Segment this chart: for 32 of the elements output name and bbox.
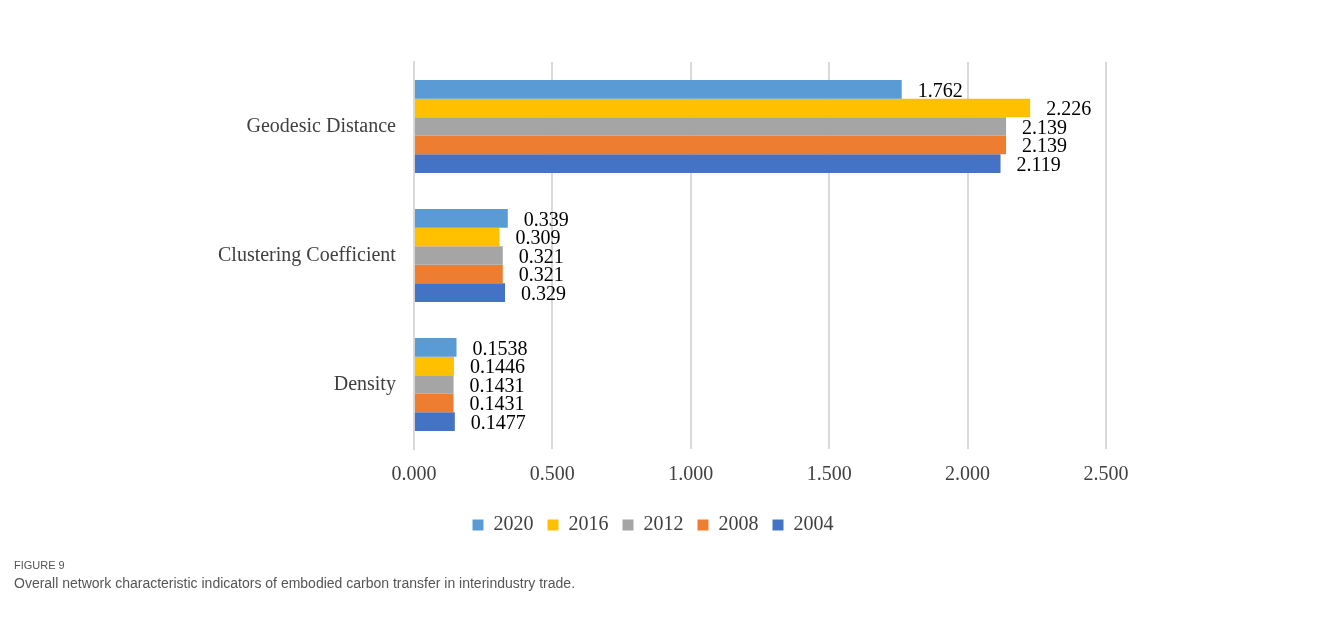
- bar: [414, 375, 454, 394]
- bar: [414, 209, 508, 228]
- text: Overall network characteristic indicators of embodied carbon transfer in interindustry trade.: [14, 575, 577, 591]
- legend-label: 2020: [493, 512, 534, 535]
- bar: [414, 80, 902, 99]
- legend-label: 2016: [568, 512, 609, 535]
- bar: [414, 283, 506, 302]
- bar: [414, 338, 457, 357]
- y-tick-label: Geodesic Distance: [246, 113, 397, 136]
- x-tick-label: 1.500: [806, 462, 852, 485]
- y-tick-label: Clustering Coefficient: [217, 242, 397, 266]
- caption: FIGURE 9: [14, 559, 66, 571]
- y-tick-label: Density: [333, 371, 396, 395]
- bar: [414, 117, 1007, 136]
- bar: [414, 246, 503, 265]
- bar: [414, 393, 454, 413]
- bar: [414, 356, 454, 376]
- bar: [414, 98, 1031, 118]
- legend-label: 2008: [718, 512, 759, 535]
- x-tick-label: 2.500: [1083, 462, 1129, 485]
- bar: [414, 264, 503, 284]
- bar: [414, 135, 1007, 155]
- legend-label: 2012: [643, 512, 684, 535]
- bar: [414, 154, 1001, 173]
- legend-label: 2004: [793, 512, 834, 535]
- x-tick-label: 2.000: [945, 462, 991, 485]
- bar: [414, 227, 500, 247]
- x-tick-label: 0.000: [391, 462, 437, 485]
- x-tick-label: 0.500: [529, 462, 575, 485]
- data-label: 1.762: [917, 78, 963, 101]
- x-tick-label: 1.000: [668, 462, 714, 485]
- bar: [414, 412, 455, 431]
